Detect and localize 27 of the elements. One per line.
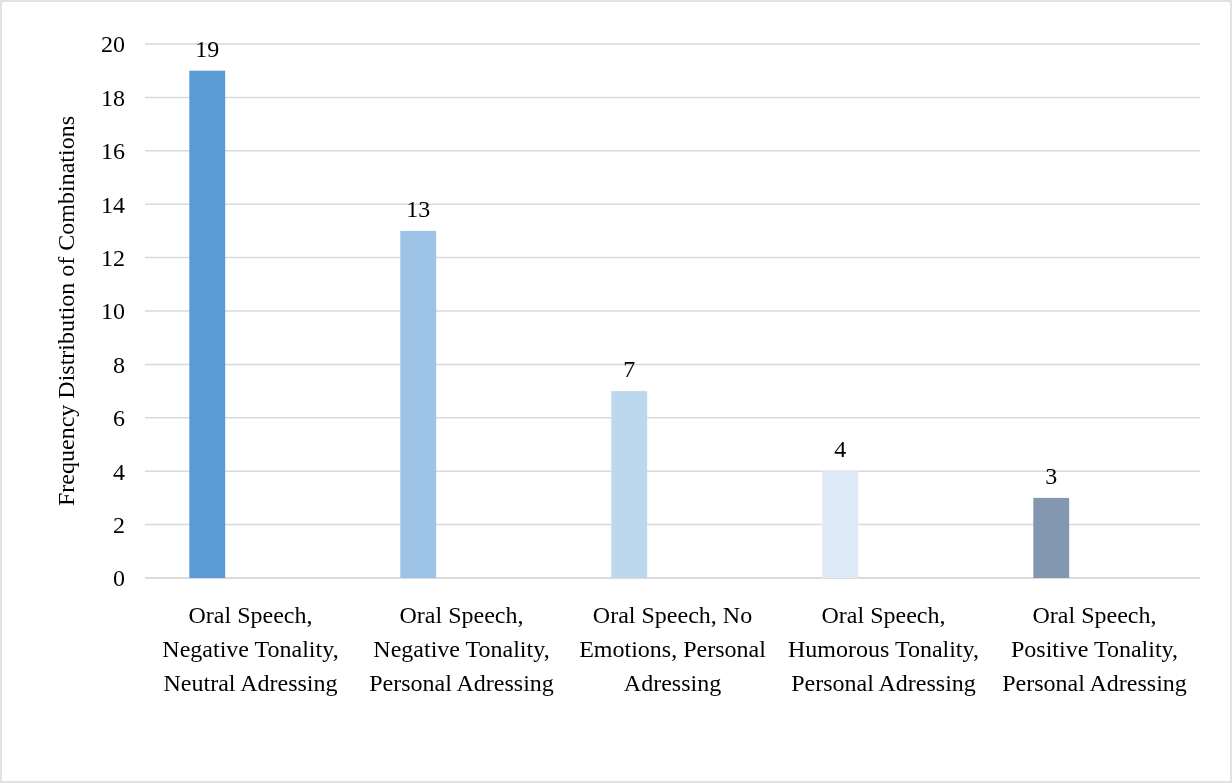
bar bbox=[400, 230, 437, 578]
y-tick-label: 16 bbox=[101, 138, 125, 165]
bar bbox=[611, 391, 648, 578]
data-label: 13 bbox=[406, 195, 431, 222]
data-label: 7 bbox=[623, 356, 636, 383]
bar bbox=[822, 471, 859, 578]
x-tick-label: Oral Speech, Negative Tonality, Personal Adressing bbox=[369, 602, 554, 696]
y-tick-label: 6 bbox=[113, 405, 125, 432]
x-tick-label: Oral Speech, Negative Tonality, Neutral Adressing bbox=[162, 602, 339, 696]
x-tick-label: Oral Speech, No Emotions, Personal Adressing bbox=[579, 602, 767, 696]
bar bbox=[1033, 497, 1070, 578]
bar bbox=[189, 70, 226, 578]
y-axis-title: Frequency Distribution of Combinations bbox=[53, 116, 79, 506]
y-tick-label: 20 bbox=[101, 31, 125, 58]
y-tick-label: 8 bbox=[113, 351, 125, 378]
y-tick-label: 10 bbox=[101, 298, 125, 325]
y-tick-label: 12 bbox=[101, 245, 125, 271]
y-tick-label: 4 bbox=[113, 458, 125, 485]
data-label: 3 bbox=[1045, 462, 1058, 489]
y-tick-label: 14 bbox=[101, 191, 125, 218]
data-label: 4 bbox=[834, 436, 847, 463]
x-tick-label: Oral Speech, Humorous Tonality, Personal Adressing bbox=[788, 602, 979, 696]
y-tick-label: 0 bbox=[113, 565, 125, 592]
y-tick-label: 2 bbox=[113, 512, 125, 538]
data-label: 19 bbox=[195, 35, 220, 62]
y-tick-label: 18 bbox=[101, 84, 125, 111]
x-tick-label: Oral Speech, Positive Tonality, Personal Adressing bbox=[1002, 602, 1187, 696]
